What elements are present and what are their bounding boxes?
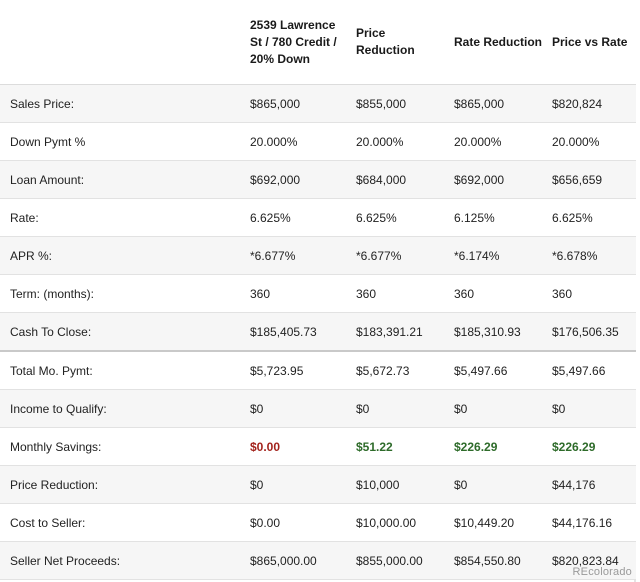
- table-cell: $44,176.16: [546, 503, 636, 542]
- table-row: Rate: 6.625% 6.625% 6.125% 6.625%: [0, 198, 636, 237]
- table-row: Price Reduction: $0 $10,000 $0 $44,176: [0, 465, 636, 504]
- table-cell: $44,176: [546, 465, 636, 504]
- table-cell: $855,000.00: [350, 541, 448, 580]
- table-cell: 20.000%: [244, 122, 350, 161]
- table-cell: *6.677%: [244, 236, 350, 275]
- table-cell: 360: [244, 274, 350, 313]
- table-cell: $5,497.66: [546, 351, 636, 390]
- header-row: 2539 Lawrence St / 780 Credit / 20% Down…: [0, 0, 636, 85]
- table-cell: $5,723.95: [244, 351, 350, 390]
- table-cell: $865,000.00: [244, 541, 350, 580]
- table-cell: 6.625%: [350, 198, 448, 237]
- savings-cell-negative: $0.00: [244, 427, 350, 466]
- table-cell: $692,000: [448, 160, 546, 199]
- table-cell: 20.000%: [448, 122, 546, 161]
- table-cell: $10,449.20: [448, 503, 546, 542]
- table-cell: 6.625%: [244, 198, 350, 237]
- table-cell: $692,000: [244, 160, 350, 199]
- table-cell: $854,550.80: [448, 541, 546, 580]
- table-row: Seller Net Proceeds: $865,000.00 $855,00…: [0, 541, 636, 580]
- table-cell: $185,405.73: [244, 312, 350, 352]
- table-cell: $0: [244, 465, 350, 504]
- table-row-monthly-savings: Monthly Savings: $0.00 $51.22 $226.29 $2…: [0, 427, 636, 466]
- table-cell: $820,824: [546, 84, 636, 123]
- header-rate-reduction: Rate Reduction: [448, 0, 546, 85]
- row-label: Rate:: [0, 198, 244, 237]
- savings-cell-positive: $226.29: [448, 427, 546, 466]
- table-cell: 6.125%: [448, 198, 546, 237]
- table-row: Cost to Seller: $0.00 $10,000.00 $10,449…: [0, 503, 636, 542]
- table-cell: $820,823.84: [546, 541, 636, 580]
- table-cell: 6.625%: [546, 198, 636, 237]
- row-label: Sales Price:: [0, 84, 244, 123]
- row-label: Total Mo. Pymt:: [0, 351, 244, 390]
- table-cell: $0: [448, 465, 546, 504]
- table-cell: $183,391.21: [350, 312, 448, 352]
- table-cell: 20.000%: [350, 122, 448, 161]
- table-cell: $855,000: [350, 84, 448, 123]
- row-label: Income to Qualify:: [0, 389, 244, 428]
- row-label: Down Pymt %: [0, 122, 244, 161]
- row-label: Cost to Seller:: [0, 503, 244, 542]
- row-label: Term: (months):: [0, 274, 244, 313]
- table-cell: 360: [350, 274, 448, 313]
- table-cell: $684,000: [350, 160, 448, 199]
- table-cell: $10,000.00: [350, 503, 448, 542]
- table-cell: 20.000%: [546, 122, 636, 161]
- recolorado-watermark: REcolorado: [572, 566, 632, 578]
- row-label: Price Reduction:: [0, 465, 244, 504]
- row-label: APR %:: [0, 236, 244, 275]
- table-row: Down Pymt % 20.000% 20.000% 20.000% 20.0…: [0, 122, 636, 161]
- table-row: APR %: *6.677% *6.677% *6.174% *6.678%: [0, 236, 636, 275]
- table-cell: $0: [546, 389, 636, 428]
- table-cell: $656,659: [546, 160, 636, 199]
- table-cell: $0: [448, 389, 546, 428]
- header-label-column: [0, 0, 244, 85]
- savings-cell-positive: $226.29: [546, 427, 636, 466]
- table-row: Loan Amount: $692,000 $684,000 $692,000 …: [0, 160, 636, 199]
- table-cell: 360: [546, 274, 636, 313]
- header-price-vs-rate: Price vs Rate: [546, 0, 636, 85]
- savings-cell-positive: $51.22: [350, 427, 448, 466]
- table-row: Sales Price: $865,000 $855,000 $865,000 …: [0, 84, 636, 123]
- table-cell: *6.174%: [448, 236, 546, 275]
- table-cell: *6.677%: [350, 236, 448, 275]
- table-row: Total Mo. Pymt: $5,723.95 $5,672.73 $5,4…: [0, 351, 636, 390]
- row-label: Monthly Savings:: [0, 427, 244, 466]
- table-cell: $5,672.73: [350, 351, 448, 390]
- table-row: Term: (months): 360 360 360 360: [0, 274, 636, 313]
- table-row: Income to Qualify: $0 $0 $0 $0: [0, 389, 636, 428]
- table-cell: $0: [350, 389, 448, 428]
- table-cell: 360: [448, 274, 546, 313]
- table-cell: $185,310.93: [448, 312, 546, 352]
- header-price-reduction: Price Reduction: [350, 0, 448, 85]
- header-base-scenario: 2539 Lawrence St / 780 Credit / 20% Down: [244, 0, 350, 85]
- table-cell: $865,000: [448, 84, 546, 123]
- table-cell: *6.678%: [546, 236, 636, 275]
- table-cell: $176,506.35: [546, 312, 636, 352]
- row-label: Seller Net Proceeds:: [0, 541, 244, 580]
- table-cell: $865,000: [244, 84, 350, 123]
- row-label: Loan Amount:: [0, 160, 244, 199]
- table-cell: $0.00: [244, 503, 350, 542]
- table-row: Cash To Close: $185,405.73 $183,391.21 $…: [0, 312, 636, 352]
- table-cell: $5,497.66: [448, 351, 546, 390]
- row-label: Cash To Close:: [0, 312, 244, 352]
- table-cell: $10,000: [350, 465, 448, 504]
- table-cell: $0: [244, 389, 350, 428]
